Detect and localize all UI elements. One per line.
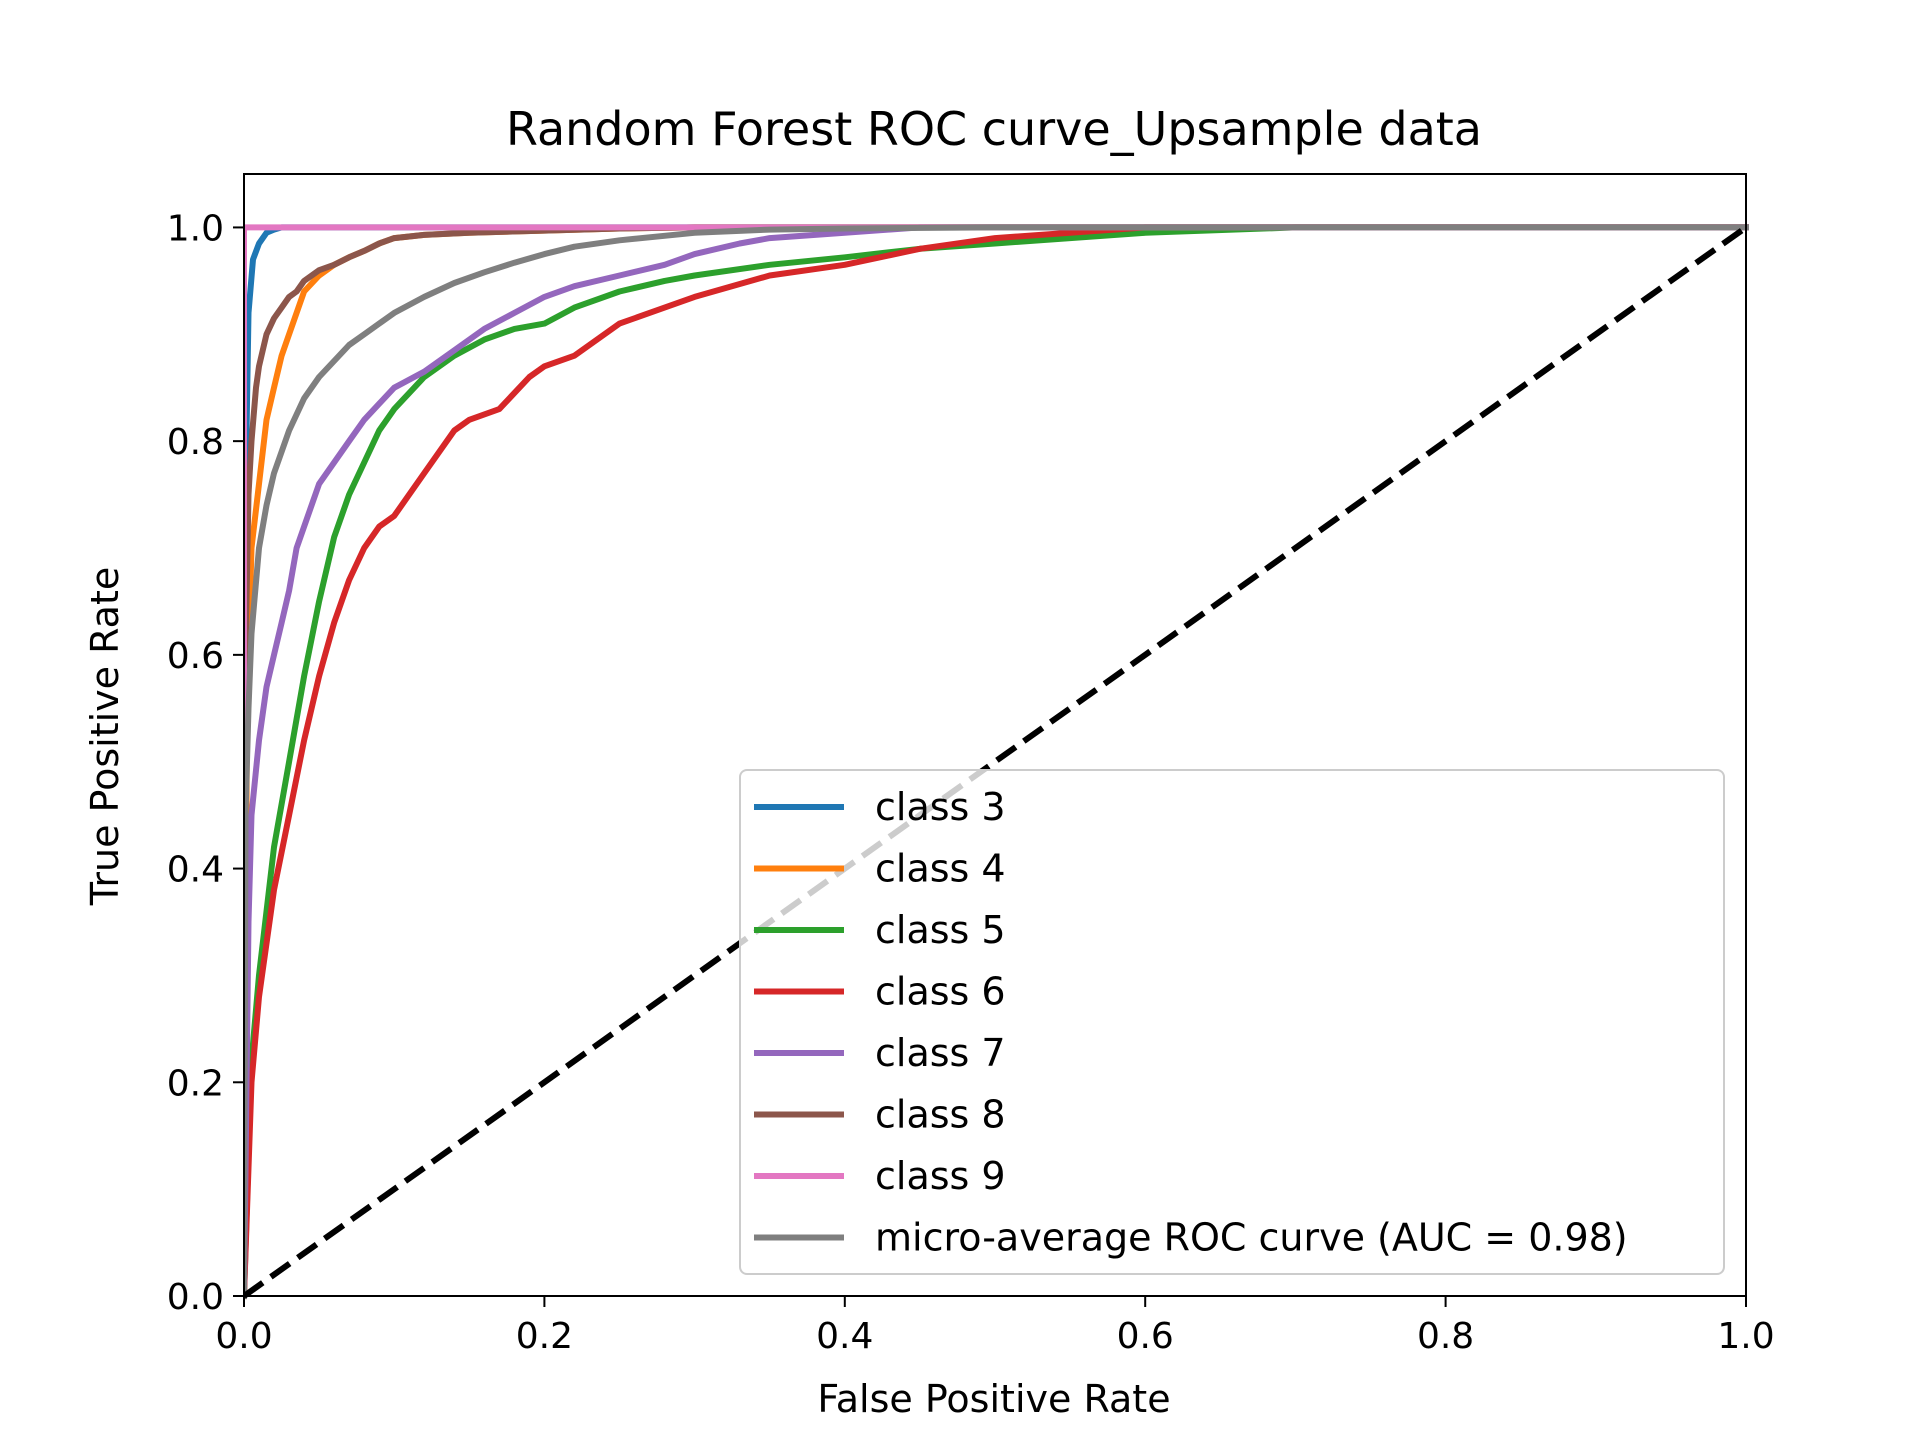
reference-diagonal-line (244, 224, 1748, 1299)
x-tick-label: 1.0 (1717, 1316, 1774, 1357)
legend-label-5: class 7 (875, 1031, 1006, 1075)
legend-label-4: class 6 (875, 970, 1006, 1014)
x-tick-label: 0.8 (1417, 1316, 1474, 1357)
x-tick-label: 0.6 (1117, 1316, 1174, 1357)
x-tick-label: 0.0 (215, 1316, 272, 1357)
x-tick-label: 0.4 (816, 1316, 873, 1357)
series-line-4 (244, 224, 1749, 1300)
y-tick-label: 0.6 (167, 636, 224, 677)
y-tick-label: 0.8 (167, 422, 224, 463)
axes: 0.0 0.2 0.4 0.6 0.8 1.0 0.0 0.2 0.4 0.6 0.8 1.0 (167, 173, 1775, 1357)
legend-label-8: micro-average ROC curve (AUC = 0.98) (875, 1216, 1628, 1260)
y-tick-label: 0.2 (167, 1063, 224, 1104)
series-line-6 (244, 224, 1749, 1300)
axes-frame (243, 173, 1747, 1297)
legend-label-3: class 5 (875, 908, 1006, 952)
y-axis-label: True Positive Rate (83, 567, 127, 907)
legend-box (739, 769, 1725, 1275)
legend-label-6: class 8 (875, 1093, 1006, 1137)
x-axis-label: False Positive Rate (817, 1377, 1170, 1421)
x-tick-label: 0.2 (516, 1316, 573, 1357)
legend-label-7: class 9 (875, 1154, 1006, 1198)
y-tick-label: 0.0 (167, 1277, 224, 1318)
series-line-8 (244, 224, 1749, 1300)
y-tick-label: 1.0 (167, 208, 224, 249)
legend-label-2: class 4 (875, 847, 1006, 891)
y-tick-label: 0.4 (167, 850, 224, 891)
series-line-5 (244, 224, 1749, 1300)
legend-label-1: class 3 (875, 785, 1006, 829)
legend: class 3 class 4 class 5 class 6 class 7 class… (739, 769, 1725, 1275)
plot-area (244, 224, 1749, 1300)
chart-title: Random Forest ROC curve_Upsample data (506, 102, 1482, 156)
